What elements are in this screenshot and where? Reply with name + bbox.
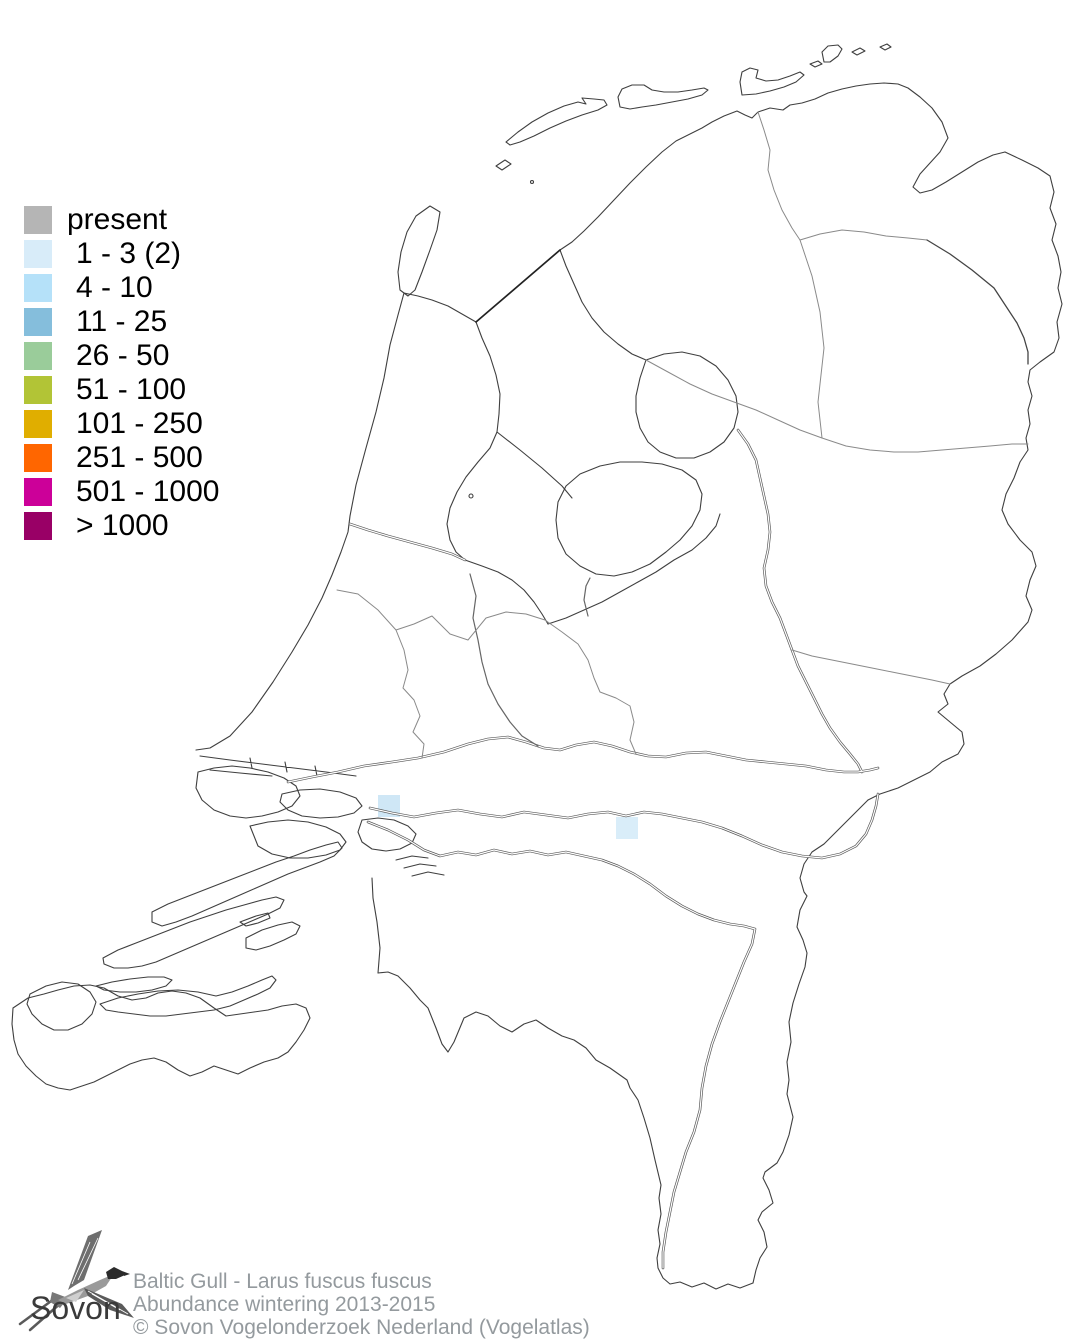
legend-swatch: [24, 410, 52, 438]
island-voorne-putten: [195, 765, 301, 819]
rivers: [286, 428, 880, 1270]
coast-north: [559, 82, 1006, 251]
legend-swatch: [24, 206, 52, 234]
legend-item: 11 - 25: [24, 305, 219, 339]
region-zeeuws-vlaanderen: [11, 984, 311, 1091]
border-friesland-overijssel: [645, 359, 823, 439]
harbor-lines: [199, 755, 357, 777]
border-utrecht-west: [395, 629, 425, 759]
border-zeeland-brabant: [371, 877, 381, 974]
polder-flevoland: [555, 461, 703, 577]
border-utrecht-east: [544, 619, 637, 755]
legend-label: 26 - 50: [76, 339, 170, 372]
border-germany-south: [752, 799, 869, 1284]
legend-label: 101 - 250: [76, 407, 203, 440]
caption-line: Abundance wintering 2013-2015: [133, 1293, 436, 1316]
island-texel: [397, 205, 441, 297]
legend-swatch: [24, 512, 52, 540]
island-ameland: [739, 67, 805, 96]
legend-item: 101 - 250: [24, 407, 219, 441]
legend-swatch: [24, 274, 52, 302]
coast-gooi: [464, 559, 549, 625]
border-germany: [867, 151, 1063, 801]
legend-swatch: [24, 308, 52, 336]
legend-label: 11 - 25: [76, 305, 168, 338]
biesbosch-lines: [395, 855, 445, 877]
caption-line: Baltic Gull - Larus fuscus fuscus: [133, 1270, 432, 1293]
map-caption: Baltic Gull - Larus fuscus fuscus Abundan…: [133, 1270, 590, 1339]
legend-label: present: [67, 203, 168, 236]
zeeland-delta: [11, 755, 445, 1091]
legend-label: 1 - 3 (2): [76, 237, 182, 270]
sovon-wordmark: Sovon: [30, 1290, 121, 1326]
island-terschelling: [617, 84, 709, 110]
legend-swatch: [24, 376, 52, 404]
legend-item: 501 - 1000: [24, 475, 219, 509]
legend-swatch: [24, 444, 52, 472]
polder-noordoost: [635, 351, 739, 459]
province-borders: [336, 111, 1029, 759]
islet: [809, 60, 823, 68]
coast-ijsselmeer-friesland: [559, 249, 647, 361]
abundance-square: [616, 817, 638, 839]
legend-item: 26 - 50: [24, 339, 219, 373]
sovon-logo: Sovon: [8, 1228, 208, 1338]
island-goeree: [151, 841, 343, 927]
coast-randmeren: [547, 513, 721, 625]
abundance-legend: present 1 - 3 (2) 4 - 10 11 - 25 26 - 50 51 -…: [24, 203, 219, 543]
legend-item: > 1000: [24, 509, 219, 543]
coast-west: [195, 292, 405, 751]
island-noord-beveland: [95, 976, 173, 993]
legend-label: > 1000: [76, 509, 169, 542]
dike-afsluitdijk: [475, 249, 561, 323]
island-dordrecht: [357, 817, 417, 852]
river-eem: [583, 577, 591, 617]
river-ijssel: [736, 428, 864, 774]
border-overijssel-gelderland: [791, 649, 951, 685]
legend-item: 1 - 3 (2): [24, 237, 219, 271]
border-belgium: [377, 971, 754, 1290]
islet: [495, 159, 512, 171]
legend-item: 251 - 500: [24, 441, 219, 475]
islet: [851, 47, 866, 56]
island-hoeksche-waard: [249, 819, 347, 859]
coast-ijsselmeer-west: [446, 321, 501, 561]
border-drenthe-overijssel: [821, 437, 1029, 453]
border-noordholland-zuidholland: [336, 589, 546, 641]
legend-label: 51 - 100: [76, 373, 187, 406]
wadden-islands: [397, 43, 892, 499]
islet: [879, 43, 892, 51]
legend-label: 251 - 500: [76, 441, 203, 474]
legend-item: present: [24, 203, 219, 237]
border-groningen-drenthe-southeast: [926, 239, 1029, 365]
islet: [529, 179, 535, 185]
island-walcheren: [26, 981, 97, 1031]
border-friesland-groningen: [757, 111, 801, 241]
legend-item: 51 - 100: [24, 373, 219, 407]
dike-houtribdijk: [496, 431, 573, 499]
border-groningen-drenthe: [799, 229, 928, 241]
legend-label: 4 - 10: [76, 271, 153, 304]
coastline: [195, 82, 1063, 1290]
river-vecht: [469, 573, 539, 747]
caption-line: © Sovon Vogelonderzoek Nederland (Vogela…: [133, 1316, 590, 1339]
legend-item: 4 - 10: [24, 271, 219, 305]
legend-swatch: [24, 240, 52, 268]
island-marken: [468, 493, 474, 499]
legend-label: 501 - 1000: [76, 475, 220, 508]
legend-swatch: [24, 342, 52, 370]
island-st-philipsland: [239, 912, 271, 927]
island-tholen: [245, 921, 301, 951]
legend-swatch: [24, 478, 52, 506]
border-friesland-drenthe: [799, 239, 825, 439]
river-maas: [366, 820, 757, 1270]
island-zuid-beveland: [99, 975, 277, 1017]
island-schiermonnikoog: [821, 44, 843, 63]
island-ijsselmonde: [279, 788, 363, 819]
island-vlieland: [505, 97, 608, 146]
coast-nh-north: [403, 292, 477, 323]
swallow-icon: [18, 1230, 134, 1332]
